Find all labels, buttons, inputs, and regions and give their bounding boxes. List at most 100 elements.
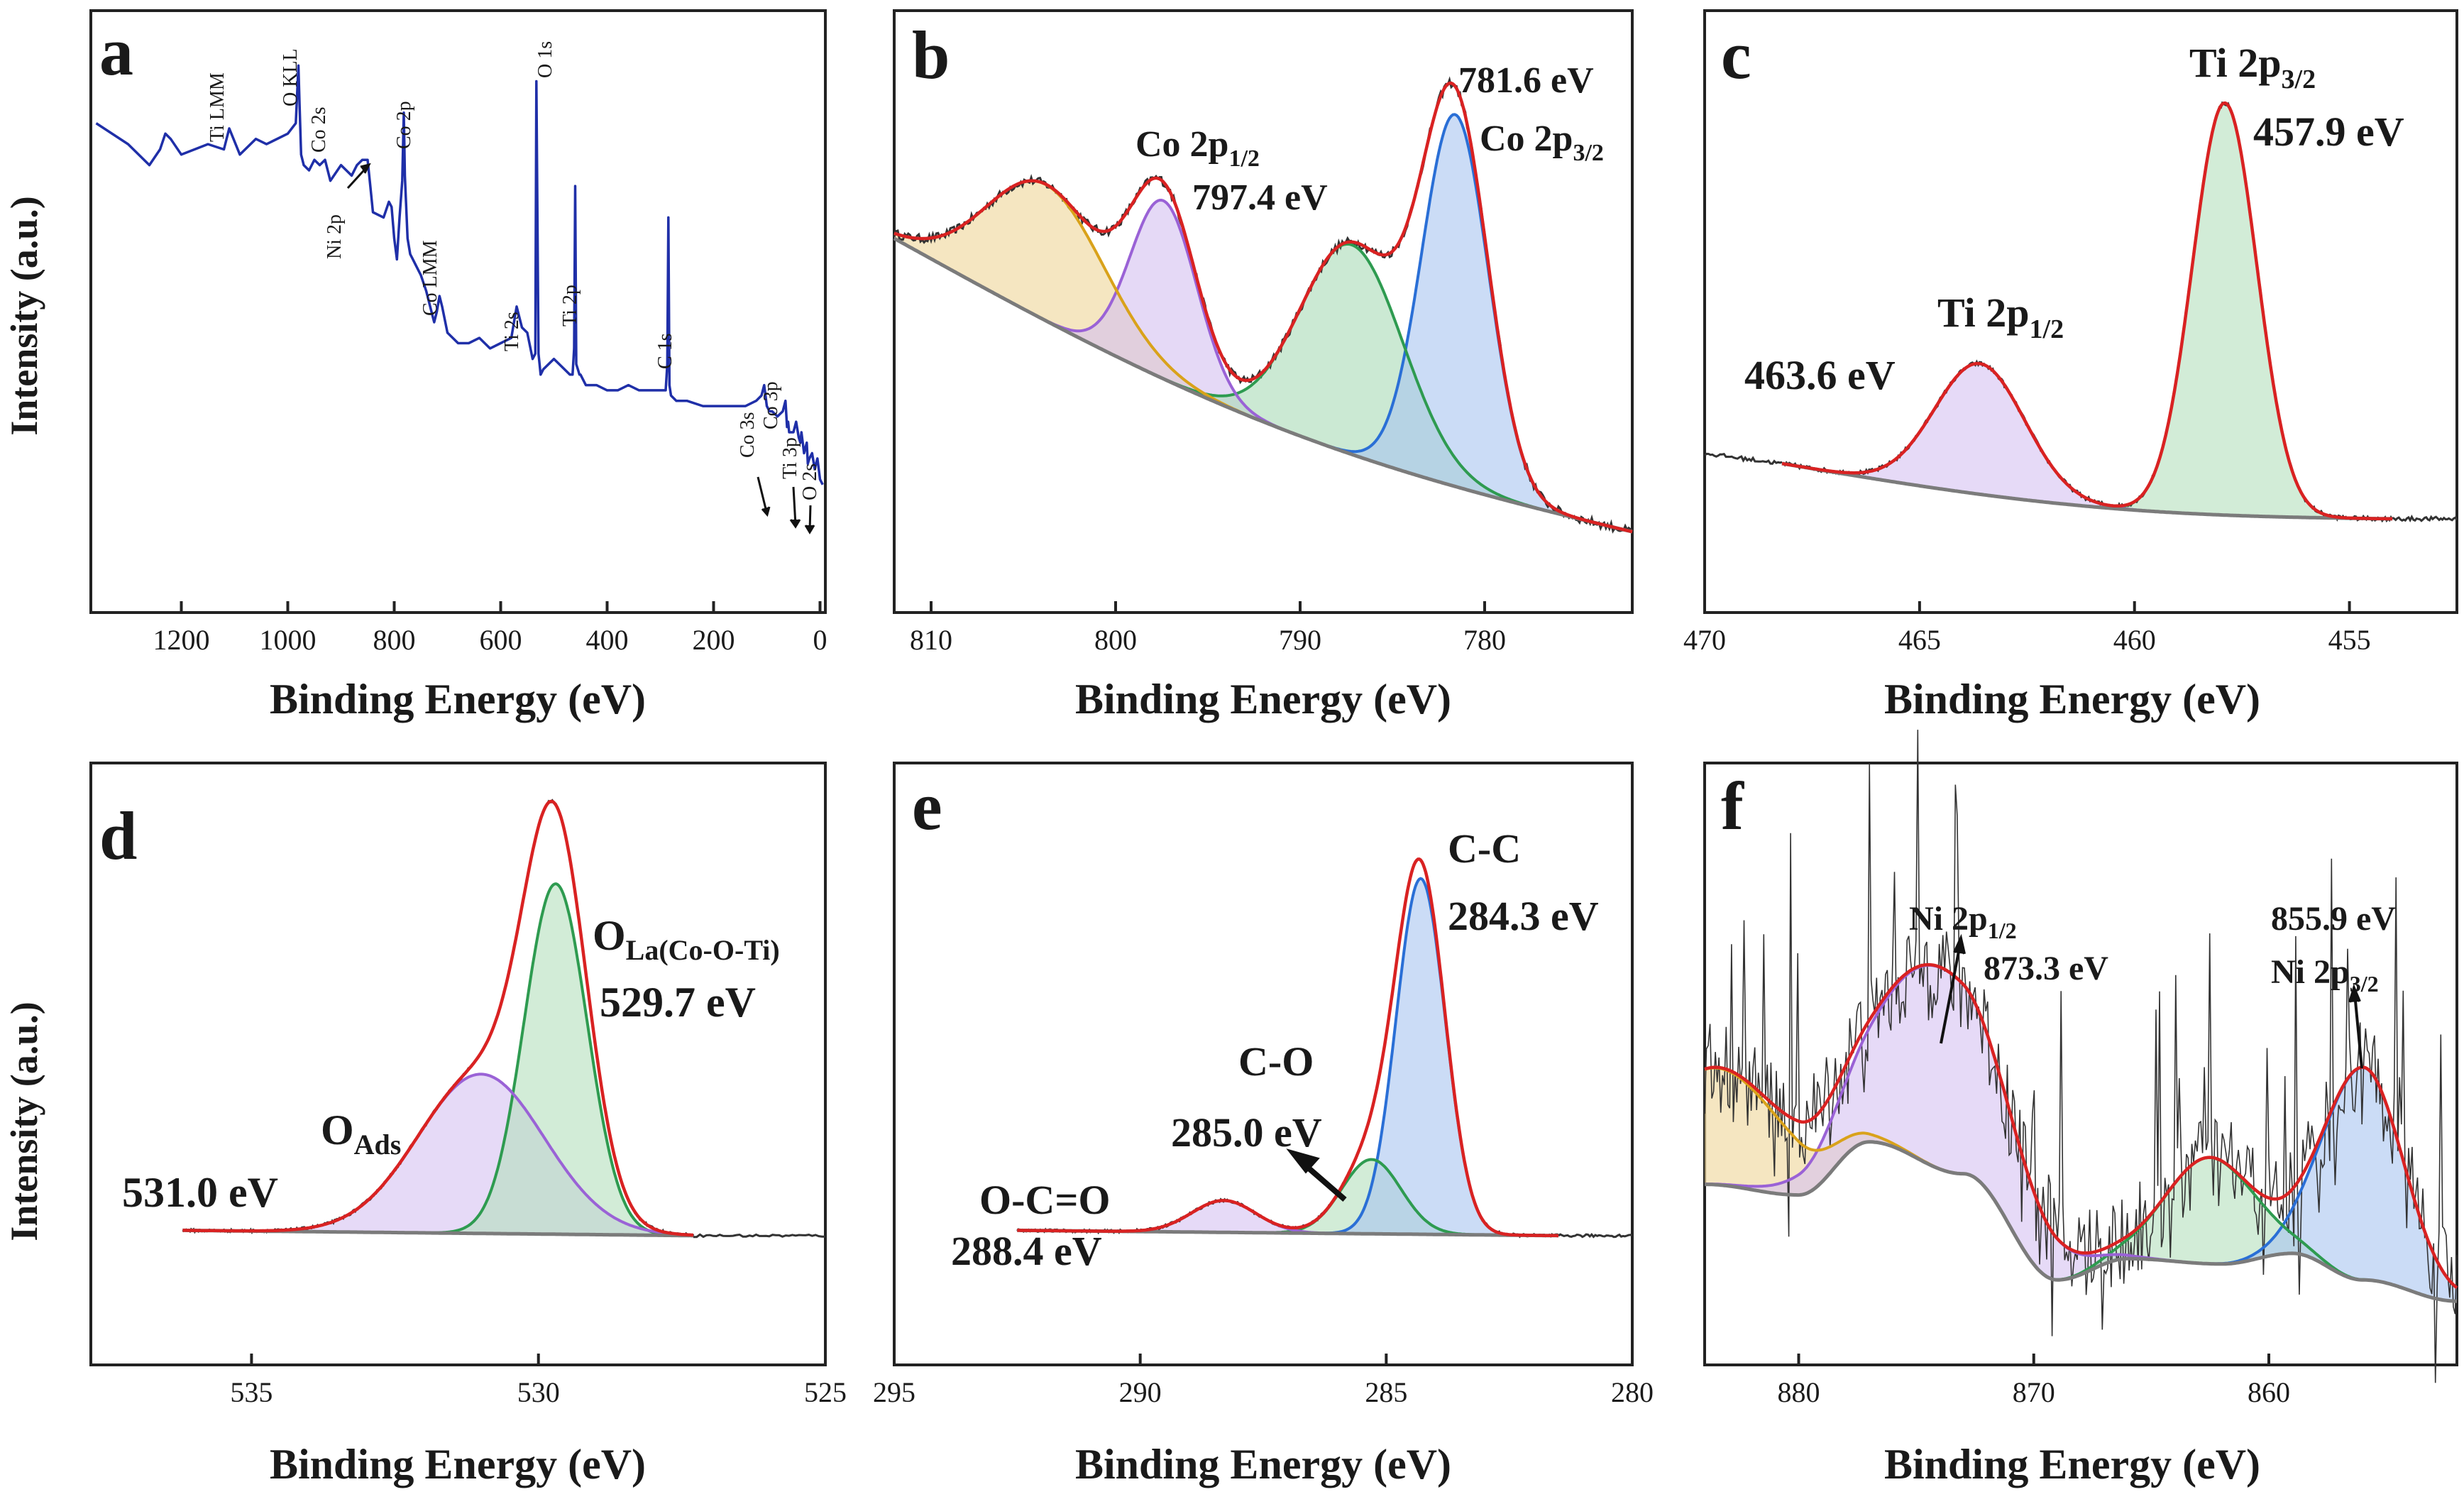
c-peak-fill-ti-2p3-2 [1782,103,2393,519]
c-experimental-curve [1781,101,2394,523]
panel-d-x-label: Binding Energy (eV) [270,1441,646,1488]
c-p32-label: Ti 2p3/2 [2189,40,2316,94]
b-peak-fill-co-2p3-2 [894,114,1632,532]
panel-e-labels: C-C 284.3 eV C-O 285.0 eV O-C=O 288.4 eV [951,825,1599,1274]
panel-f-ticks: 880 870 860 [1778,1354,2290,1408]
e-peak-fill-c-c [1017,878,1558,1236]
panel-e-frame [893,762,1634,1366]
e-envelope-fit [1017,857,1558,1238]
anno-ti-3p: Ti 3p [779,437,801,479]
c-p32-sub: 3/2 [2282,65,2316,94]
panel-a-ticks: 1200 1000 800 600 400 200 0 [153,601,827,656]
c-p12-main: Ti 2p [1937,290,2030,336]
anno-co-lmm: Co LMM [419,240,441,316]
a-tick-label: 200 [693,624,735,656]
e-tick-label: 295 [873,1376,915,1408]
panel-c-x-label: Binding Energy (eV) [1884,676,2260,723]
e-cc-label: C-C [1448,825,1521,872]
e-tick-label: 290 [1119,1376,1162,1408]
panel-f-labels: Ni 2p1/2 873.3 eV 855.9 eV Ni 2p3/2 [1909,900,2396,997]
a-tick-label: 1200 [153,624,210,656]
f-p12-label: Ni 2p1/2 [1909,900,2017,943]
arrow-head-ni-2p [360,163,371,174]
d-lat-energy: 529.7 eV [600,979,756,1026]
panel-b-letter: b [912,17,950,93]
anno-ni-2p: Ni 2p [324,214,346,259]
c-background-line [1781,461,2393,521]
panel-f-x-label: Binding Energy (eV) [1884,1441,2260,1488]
d-peak-fill-o-la-co-o-ti- [182,884,693,1236]
panel-a-arrows [346,163,815,534]
a-tick-label: 400 [586,624,629,656]
panel-a-survey: 1200 1000 800 600 400 200 0 a Binding Energy (… [89,9,827,723]
arrow-head-ti-3p [789,519,801,529]
c-tick-label: 465 [1898,624,1941,656]
a-tick-label: 0 [813,624,827,656]
f-tick-label: 870 [2013,1376,2055,1408]
b-envelope-fit [893,81,1633,534]
panel-e-arrow [1286,1148,1347,1202]
e-experimental-extension-right [1558,1232,1633,1239]
d-ads-energy: 531.0 eV [122,1169,278,1216]
panel-b-frame [893,9,1634,614]
f-p12-main: Ni 2p [1909,900,1988,938]
arrow-ti-3p [792,486,797,526]
arrow-head-c-o [1286,1148,1320,1174]
arrow-head-ni-p12 [1953,933,1966,955]
panel-c-ti2p: 470 465 460 455 c Binding Energy (eV) Ti 2p… [1683,9,2458,723]
panel-b-co2p: 810 800 790 780 b Binding Energy (eV) 781.6… [893,9,1634,723]
c-tick-label: 455 [2328,624,2371,656]
panel-e-x-label: Binding Energy (eV) [1075,1441,1451,1488]
c-p12-sub: 1/2 [2030,314,2064,344]
f-p12-sub: 1/2 [1988,918,2017,943]
b-tick-label: 810 [910,624,952,656]
c-envelope-fit [1781,101,2393,521]
panel-d-ticks: 535 530 525 [230,1354,847,1408]
d-ads-label: OAds [321,1107,401,1160]
panel-c-plot [1704,101,2458,523]
e-cc-energy: 284.3 eV [1448,893,1599,939]
c-tick-label: 470 [1683,624,1726,656]
b-peak-fill-co-2p1-2-sat [894,180,1632,532]
c-peak-fill-ti-2p1-2 [1782,363,2393,519]
arrow-ni-p32 [2353,993,2363,1069]
b-tick-label: 790 [1279,624,1321,656]
panel-e-ticks: 295 290 285 280 [873,1354,1654,1408]
c-p12-label: Ti 2p1/2 [1937,290,2064,344]
panel-a-letter: a [99,13,133,89]
b-p12-main: Co 2p [1135,124,1228,165]
panel-b-labels: 781.6 eV Co 2p3/2 Co 2p1/2 797.4 eV [1135,60,1604,218]
y-axis-label-top: Intensity (a.u.) [3,196,45,436]
b-tick-label: 800 [1094,624,1137,656]
b-p12-sub: 1/2 [1228,146,1259,172]
f-tick-label: 860 [2248,1376,2290,1408]
e-oco-label: O-C=O [979,1177,1110,1223]
b-tick-label: 780 [1463,624,1506,656]
panel-e-letter: e [912,768,942,844]
anno-o-kll: O KLL [280,48,302,106]
c-experimental-extension-left [1704,452,1783,465]
anno-co-2s: Co 2s [308,106,330,153]
panel-e-c1s: 295 290 285 280 e Binding Energy (eV) C-C 2… [873,762,1654,1488]
d-ads-sub: Ads [354,1129,402,1160]
panel-d-frame [89,762,827,1366]
a-tick-label: 1000 [260,624,317,656]
arrow-head-co-3s [761,506,771,517]
c-p32-main: Ti 2p [2189,40,2282,86]
e-tick-label: 280 [1611,1376,1654,1408]
panel-f-plot [1704,730,2458,1383]
f-peak-fill-ni-2p1-2 [1705,965,2457,1302]
f-p32-energy: 855.9 eV [2271,900,2396,938]
e-co-energy: 285.0 eV [1171,1109,1322,1156]
panel-b-plot [893,76,1633,534]
f-p32-label: Ni 2p3/2 [2271,953,2379,997]
a-survey-curve [95,64,824,485]
b-p12-energy: 797.4 eV [1192,177,1328,218]
anno-o-1s: O 1s [534,41,556,78]
anno-ti-2s: Ti 2s [501,312,523,351]
panel-d-labels: OLa(Co-O-Ti) 529.7 eV OAds 531.0 eV [122,912,780,1216]
panel-f-ni2p: 880 870 860 f Binding Energy (eV) Ni 2p1/2… [1703,730,2458,1488]
c-p32-energy: 457.9 eV [2253,109,2404,155]
panel-f-frame [1703,762,2458,1366]
